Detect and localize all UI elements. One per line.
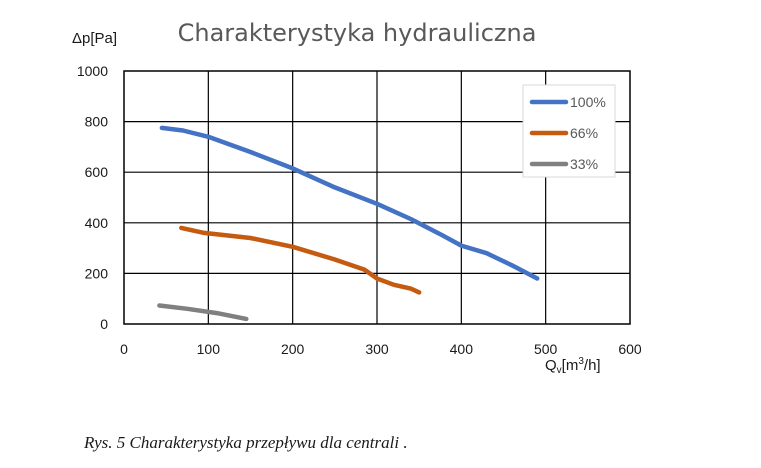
- y-tick-label: 1000: [77, 63, 108, 79]
- x-tick-label: 400: [450, 341, 474, 357]
- x-tick-label: 200: [281, 341, 305, 357]
- series-line-33pct: [157, 303, 249, 322]
- x-axis-label: Qv[m3/h]: [545, 356, 601, 376]
- y-axis-label: Δp[Pa]: [72, 30, 117, 47]
- y-tick-label: 200: [85, 265, 109, 281]
- legend-label: 100%: [570, 94, 606, 110]
- y-tick-label: 400: [85, 215, 109, 231]
- y-tick-label: 0: [100, 316, 108, 332]
- legend-label: 33%: [570, 156, 598, 172]
- grid: [124, 71, 630, 324]
- series-lines: [157, 125, 540, 322]
- x-tick-label: 100: [197, 341, 221, 357]
- figure-caption: Rys. 5 Charakterystyka przepływu dla cen…: [84, 433, 408, 452]
- x-tick-label: 0: [120, 341, 128, 357]
- x-tick-label: 600: [618, 341, 642, 357]
- x-tick-labels: 0 100 200 300 400 500 600: [120, 341, 642, 357]
- x-tick-label: 500: [534, 341, 558, 357]
- y-tick-labels: 0 200 400 600 800 1000: [77, 63, 108, 332]
- hydraulic-characteristic-chart: Charakterystyka hydrauliczna Δp[Pa] 0 200…: [72, 19, 642, 376]
- series-line-100pct: [159, 125, 540, 281]
- legend-label: 66%: [570, 125, 598, 141]
- plot-frame: [123, 70, 631, 325]
- series-line-66pct: [179, 225, 422, 295]
- x-tick-label: 300: [365, 341, 389, 357]
- chart-title: Charakterystyka hydrauliczna: [178, 19, 537, 47]
- y-tick-label: 800: [85, 114, 109, 130]
- y-tick-label: 600: [85, 164, 109, 180]
- legend: 100% 66% 33%: [522, 84, 616, 178]
